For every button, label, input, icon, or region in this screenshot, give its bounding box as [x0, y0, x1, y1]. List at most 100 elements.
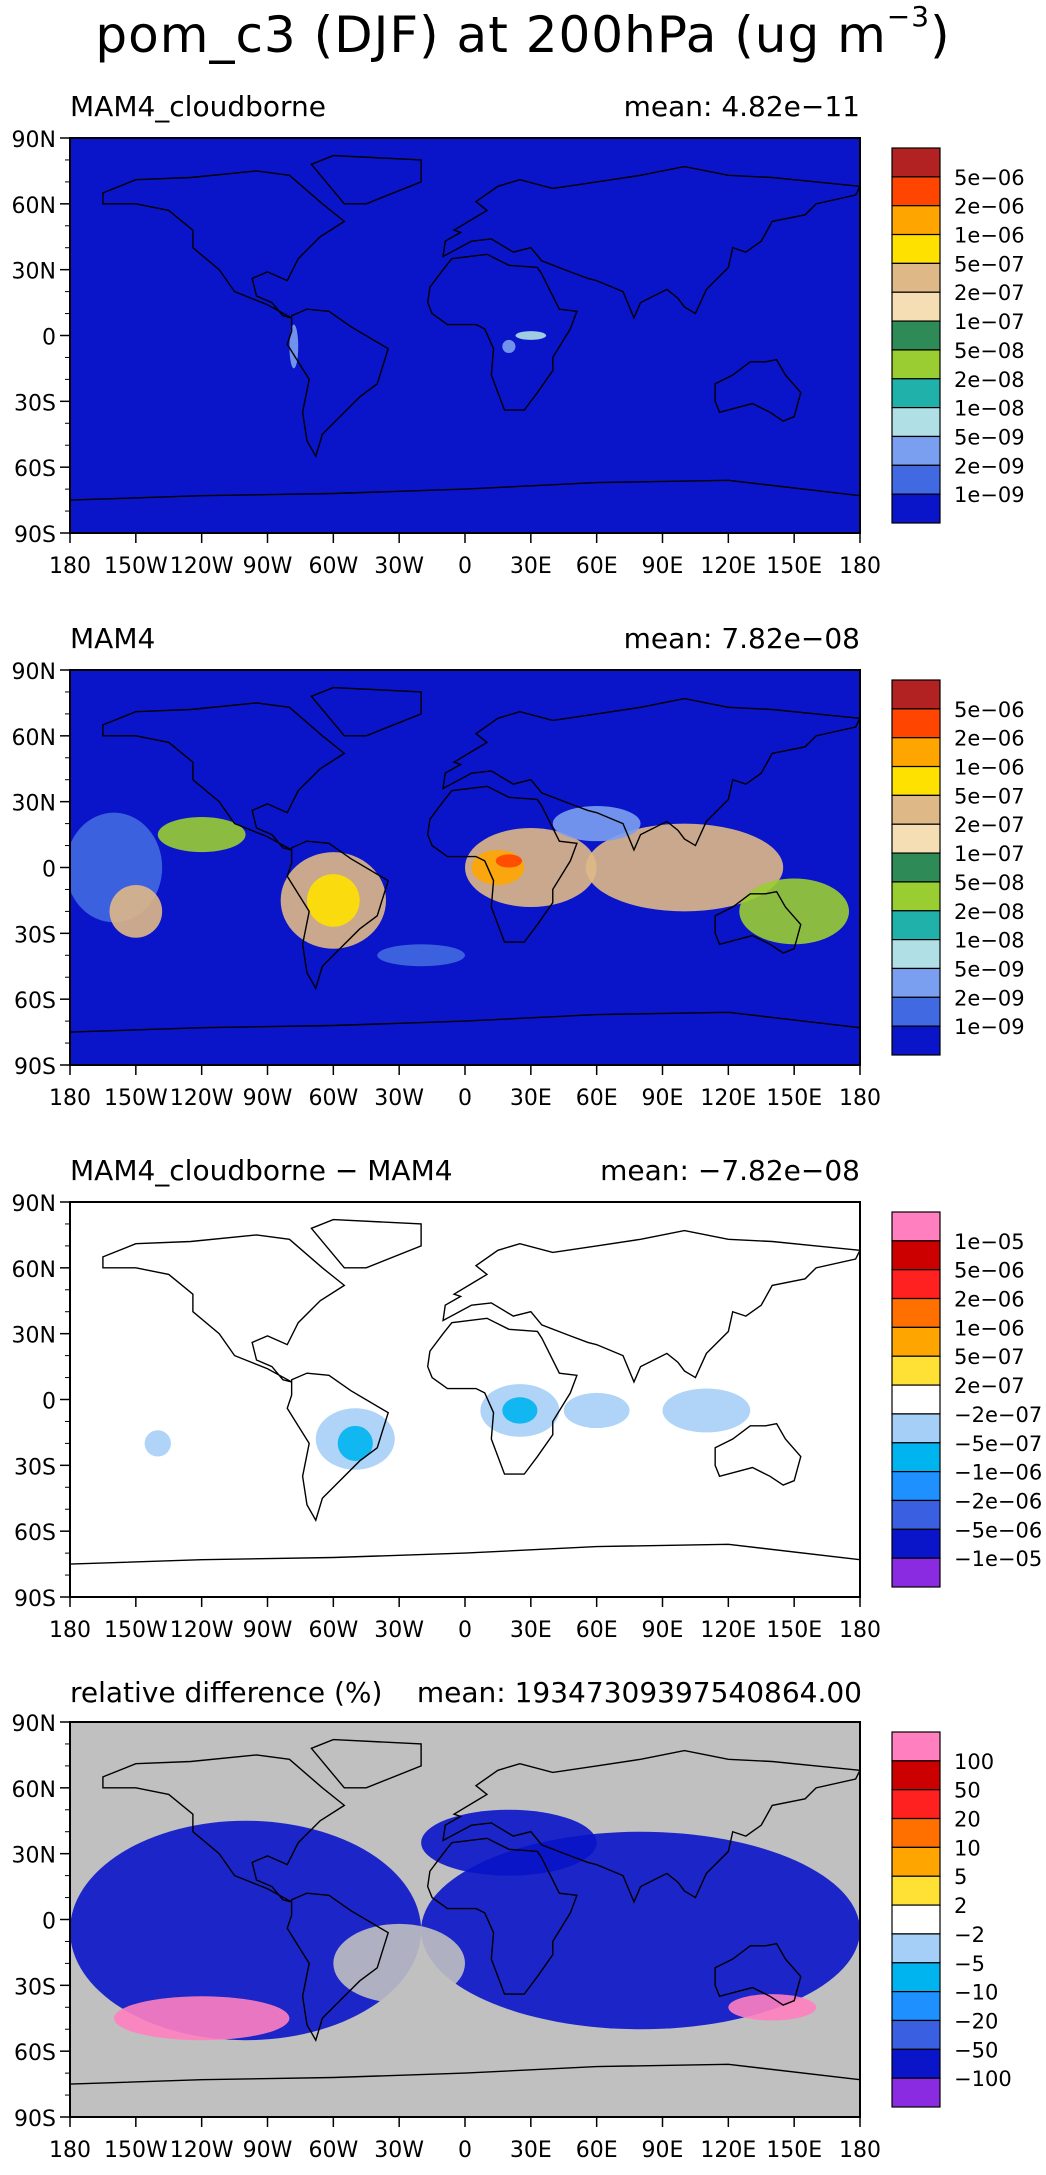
colorbar-label: 1e−09 [954, 1015, 1025, 1039]
coastline [102, 170, 346, 319]
lon-tick-label: 30E [510, 1086, 552, 1111]
lat-tick-label: 60S [14, 1521, 56, 1546]
colorbar-swatch [891, 1240, 941, 1271]
colorbar-swatch [891, 1384, 941, 1415]
colorbar-swatch [891, 1962, 941, 1993]
coastline [310, 154, 422, 205]
lat-tick-label: 60N [12, 1778, 56, 1803]
lon-tick-label: 60E [576, 1086, 618, 1111]
colorbar-swatch [891, 1499, 941, 1530]
lon-tick-label: 120E [700, 554, 756, 579]
coastline [442, 1749, 860, 1904]
colorbar-swatch [891, 435, 941, 466]
lat-tick-label: 0 [42, 1910, 56, 1935]
coastline [286, 1372, 390, 1522]
lat-tick-label: 60S [14, 2041, 56, 2066]
lon-tick-label: 180 [839, 554, 881, 579]
lat-tick-label: 60N [12, 1258, 56, 1283]
map-plot: 90N 60N 30N 0 30S 60S 90S 180 150W 120W 90W 60W 30W 0… [12, 1192, 1043, 1643]
colorbar-label: −2e−07 [954, 1403, 1042, 1427]
colorbar-label: 1e−06 [954, 756, 1025, 780]
lat-tick-label: 0 [42, 858, 56, 883]
coastline [102, 702, 346, 851]
field-blob [337, 1425, 373, 1461]
map-plot: 90N 60N 30N 0 30S 60S 90S 180 150W 120W 90W 60W 30W 0… [12, 1712, 1012, 2163]
coastline [426, 253, 578, 411]
field-blob [739, 878, 850, 945]
lon-tick-label: 30W [374, 1618, 424, 1643]
panel-title: MAM4_cloudborne [70, 90, 327, 123]
colorbar-label: 5e−07 [954, 1345, 1025, 1369]
lat-tick-label: 90S [14, 2107, 56, 2132]
lat-tick-label: 30S [14, 1455, 56, 1480]
field-blob [421, 1809, 597, 1876]
coastline [102, 1754, 346, 1903]
colorbar-label: 5e−07 [954, 784, 1025, 808]
field-blob [502, 1397, 538, 1424]
colorbar-swatch [891, 1991, 941, 2022]
colorbar-swatch [891, 1528, 941, 1559]
colorbar-label: −2 [954, 1923, 985, 1947]
colorbar-swatch [891, 939, 941, 970]
lon-tick-label: 120E [700, 1086, 756, 1111]
colorbar-label: 5e−09 [954, 425, 1025, 449]
colorbar-swatch [891, 1471, 941, 1502]
colorbar-label: −10 [954, 1981, 998, 2005]
lon-tick-label: 150E [766, 1086, 822, 1111]
colorbar-swatch [891, 881, 941, 912]
colorbar-label: 2e−07 [954, 1374, 1025, 1398]
coastline [286, 840, 390, 990]
coastline [70, 2063, 860, 2117]
colorbar-swatch [891, 1442, 941, 1473]
coastline [442, 697, 860, 852]
colorbar-label: 5e−08 [954, 871, 1025, 895]
colorbar-swatch [891, 967, 941, 998]
colorbar-swatch [891, 1355, 941, 1386]
field-blob [109, 885, 163, 938]
colorbar-swatch [891, 233, 941, 264]
lon-tick-label: 0 [458, 1618, 472, 1643]
colorbar-swatch [891, 1875, 941, 1906]
colorbar-label: 2e−06 [954, 727, 1025, 751]
colorbar-label: 5e−08 [954, 339, 1025, 363]
coastline [310, 686, 422, 737]
coastline [442, 165, 860, 320]
coastline [70, 1543, 860, 1597]
coastline [426, 1317, 578, 1475]
colorbar-label: −5e−06 [954, 1518, 1042, 1542]
colorbar-swatch [891, 1557, 941, 1588]
lon-tick-label: 120E [700, 2138, 756, 2163]
lon-tick-label: 60W [308, 1086, 358, 1111]
colorbar-label: 2e−09 [954, 454, 1025, 478]
lon-tick-label: 180 [839, 1618, 881, 1643]
lat-tick-label: 30S [14, 1975, 56, 2000]
lat-tick-label: 90N [12, 1192, 56, 1217]
lat-tick-label: 90N [12, 128, 56, 153]
colorbar-label: −50 [954, 2038, 998, 2062]
lon-tick-label: 180 [839, 1086, 881, 1111]
lon-tick-label: 30W [374, 2138, 424, 2163]
colorbar-label: 2e−08 [954, 900, 1025, 924]
lon-tick-label: 120E [700, 1618, 756, 1643]
lon-tick-label: 60W [308, 1618, 358, 1643]
map-plot: 90N 60N 30N 0 30S 60S 90S 180 150W 120W 90W 60W 30W 0… [12, 128, 1025, 579]
lon-tick-label: 120W [170, 2138, 234, 2163]
colorbar-label: −1e−05 [954, 1547, 1042, 1571]
colorbar-label: 5e−06 [954, 698, 1025, 722]
lon-tick-label: 90W [243, 2138, 293, 2163]
lat-tick-label: 90N [12, 660, 56, 685]
lat-tick-label: 30S [14, 923, 56, 948]
lon-tick-label: 150W [104, 554, 168, 579]
field-blob [377, 944, 465, 967]
colorbar-label: 2e−09 [954, 986, 1025, 1010]
colorbar-swatch [891, 679, 941, 710]
coastline [714, 1942, 802, 2006]
colorbar-label: 20 [954, 1808, 981, 1832]
lon-tick-label: 90W [243, 1618, 293, 1643]
colorbar-label: 5e−07 [954, 252, 1025, 276]
colorbar-swatch [891, 464, 941, 495]
map-plot: 90N 60N 30N 0 30S 60S 90S 180 150W 120W 90W 60W 30W 0… [12, 660, 1025, 1111]
lat-tick-label: 30N [12, 792, 56, 817]
lon-tick-label: 0 [458, 554, 472, 579]
coastline [70, 1011, 860, 1065]
